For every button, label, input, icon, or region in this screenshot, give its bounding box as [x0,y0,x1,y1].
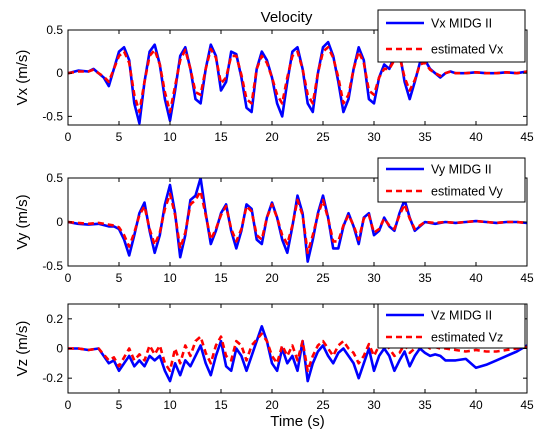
y-tick-label: 0 [56,342,63,356]
x-tick-label: 30 [367,398,381,412]
x-tick-label: 45 [520,130,534,144]
chart-panel-1: 0 5 10 15 20 25 30 35 40 450.50-0.5Vx (m/s)Veloci… [14,9,534,144]
y-tick-label: 0 [56,66,63,80]
x-tick-label: 15 [214,271,228,285]
y-tick-label: 0.5 [46,171,63,185]
x-tick-label: 30 [367,271,381,285]
y-axis-label: Vy (m/s) [14,194,31,249]
x-tick-label: 20 [265,398,279,412]
legend-entry-measured: Vy MIDG II [431,163,492,177]
x-tick-label: 10 [163,271,177,285]
legend: Vz MIDG II estimated Vz [377,303,526,349]
legend-entry-measured: Vz MIDG II [431,309,492,323]
x-tick-label: 35 [418,130,432,144]
chart-title: Velocity [261,9,313,26]
x-tick-label: 40 [469,130,483,144]
series-line-estimated [68,45,527,114]
axes-frame [67,29,528,126]
x-tick-label: 35 [418,398,432,412]
legend-box [377,157,526,203]
x-tick-label: 10 [163,130,177,144]
y-tick-label: -0.5 [42,259,63,273]
legend-box [377,303,526,349]
x-tick-label: 5 [116,271,123,285]
series-line-estimated [68,189,527,255]
x-axis-label: Time (s) [270,413,324,430]
x-tick-label: 0 [65,271,72,285]
legend-entry-estimated: estimated Vy [431,185,504,199]
x-tick-label: 35 [418,271,432,285]
x-tick-label: 40 [469,398,483,412]
x-tick-label: 10 [163,398,177,412]
x-tick-label: 20 [265,271,279,285]
x-tick-label: 5 [116,398,123,412]
x-tick-label: 0 [65,398,72,412]
x-tick-label: 15 [214,398,228,412]
legend: Vx MIDG II estimated Vx [377,9,526,63]
legend-box [377,9,526,63]
x-tick-label: 25 [316,271,330,285]
legend-entry-measured: Vx MIDG II [431,17,492,31]
y-tick-label: -0.5 [42,109,63,123]
legend-entry-estimated: estimated Vz [431,331,503,345]
x-tick-label: 25 [316,130,330,144]
x-tick-label: 45 [520,398,534,412]
x-tick-label: 25 [316,398,330,412]
x-tick-label: 15 [214,130,228,144]
y-axis-label: Vx (m/s) [14,50,31,106]
x-tick-label: 5 [116,130,123,144]
y-tick-label: 0 [56,215,63,229]
y-tick-label: 0.5 [46,23,63,37]
x-tick-label: 20 [265,130,279,144]
x-tick-label: 0 [65,130,72,144]
x-tick-label: 40 [469,271,483,285]
legend: Vy MIDG II estimated Vy [377,157,526,203]
chart-panel-3: 0 5 10 15 20 25 30 35 40 450.20-0.2Vz (m/s)Time (… [14,303,534,430]
y-axis-label: Vz (m/s) [14,321,31,377]
legend-entry-estimated: estimated Vx [431,43,504,57]
series-line-measured [68,178,527,263]
chart-panel-2: 0 5 10 15 20 25 30 35 40 450.50-0.5Vy (m/s)Vy MID… [14,157,534,285]
x-tick-label: 45 [520,271,534,285]
y-tick-label: 0.2 [46,312,63,326]
y-tick-label: -0.2 [42,371,63,385]
series-line-measured [68,324,527,383]
x-tick-label: 30 [367,130,381,144]
